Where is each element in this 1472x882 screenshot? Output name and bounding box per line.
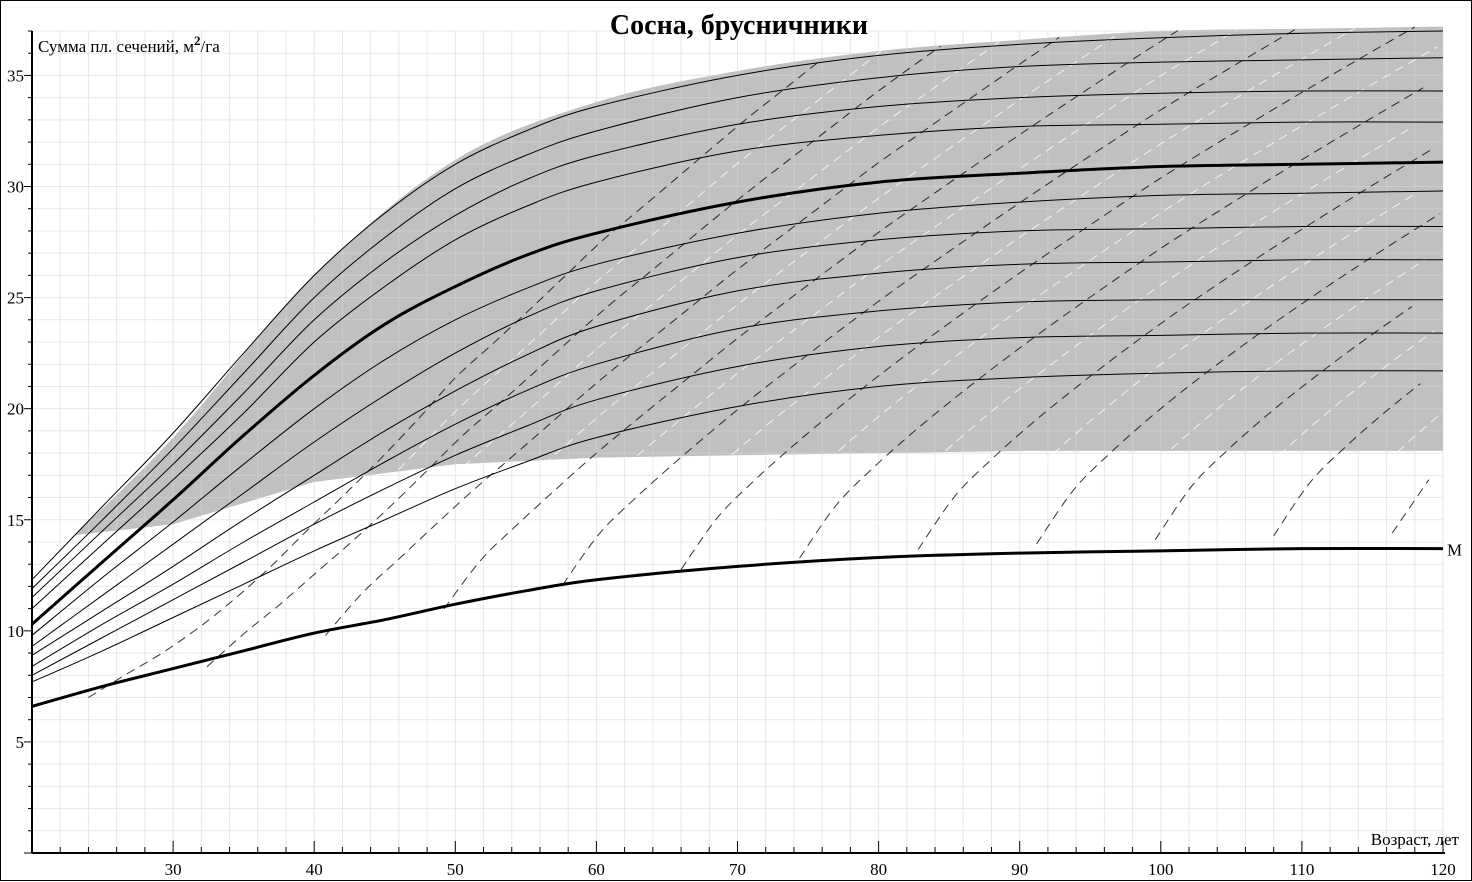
dashed-guide-curve [265, 40, 1001, 652]
ticks-layer: 30 40 50 60 70 80 90 100 110 120 5 10 15 20 25 30 35 [7, 30, 1456, 879]
dashed-guide-curve [680, 26, 1416, 570]
grid-layer [31, 30, 1444, 854]
series-line-2 [31, 30, 1444, 581]
dashed-guide-curve [799, 87, 1424, 559]
dashed-guides-layer [88, 26, 1444, 698]
y-tick-label: 10 [7, 622, 24, 641]
series-line-7 [31, 225, 1444, 647]
dashed-guide-curve [1154, 306, 1413, 541]
y-tick-label: 15 [7, 511, 24, 530]
dashed-guide-curve [1095, 258, 1427, 543]
series-line-11 [31, 370, 1444, 683]
series-line-8 [31, 259, 1444, 656]
x-tick-label: 110 [1289, 860, 1314, 879]
dashed-guide-curve [384, 33, 1119, 624]
series-line-10 [31, 332, 1444, 676]
y-tick-label: 25 [7, 289, 24, 308]
x-tick-label: 50 [447, 860, 464, 879]
dashed-guide-curve [1332, 411, 1444, 535]
x-tick-label: 30 [165, 860, 182, 879]
series-line-4 [31, 90, 1444, 598]
dashed-guide-curve [1391, 479, 1430, 534]
dashed-guide-curve [858, 128, 1410, 554]
x-axis-label: Возраст, лет [1371, 830, 1460, 849]
series-line-0 [31, 546, 1444, 708]
shaded-band [74, 26, 1443, 536]
dashed-guide-curve [917, 149, 1432, 550]
x-tick-label: 120 [1430, 860, 1456, 879]
chart-title: Сосна, брусничники [610, 10, 868, 41]
dashed-guide-curve [1213, 330, 1435, 539]
series-line-1 [31, 160, 1444, 626]
dashed-guide-curve [621, 27, 1356, 577]
y-axis-label: Сумма пл. сечений, м2/га [38, 33, 220, 56]
axes-layer [31, 31, 1445, 854]
dashed-guide-curve [206, 45, 941, 668]
x-tick-label: 90 [1011, 860, 1028, 879]
series-line-3 [31, 57, 1444, 589]
dashed-guide-curve [325, 36, 1060, 636]
x-tick-label: 60 [588, 860, 605, 879]
dashed-guide-curve [1036, 213, 1441, 545]
dashed-guide-curve [147, 50, 882, 684]
dashed-guide-curve [976, 191, 1418, 547]
series-line-9 [31, 299, 1443, 667]
x-tick-label: 70 [729, 860, 746, 879]
dashed-guide-curve [739, 46, 1438, 564]
band-layer [74, 26, 1443, 536]
series-line-5 [31, 121, 1444, 609]
series-label-0: M [1447, 541, 1462, 560]
series-line-6 [31, 190, 1444, 636]
series-layer: M [31, 30, 1462, 708]
dashed-guide-curve [562, 28, 1297, 586]
x-tick-label: 40 [306, 860, 323, 879]
dashed-guide-curve [88, 58, 823, 698]
x-tick-label: 100 [1148, 860, 1174, 879]
y-tick-label: 20 [7, 400, 24, 419]
y-tick-label: 35 [7, 66, 24, 85]
x-tick-label: 80 [870, 860, 887, 879]
y-tick-label: 30 [7, 178, 24, 197]
y-tick-label: 5 [16, 733, 25, 752]
